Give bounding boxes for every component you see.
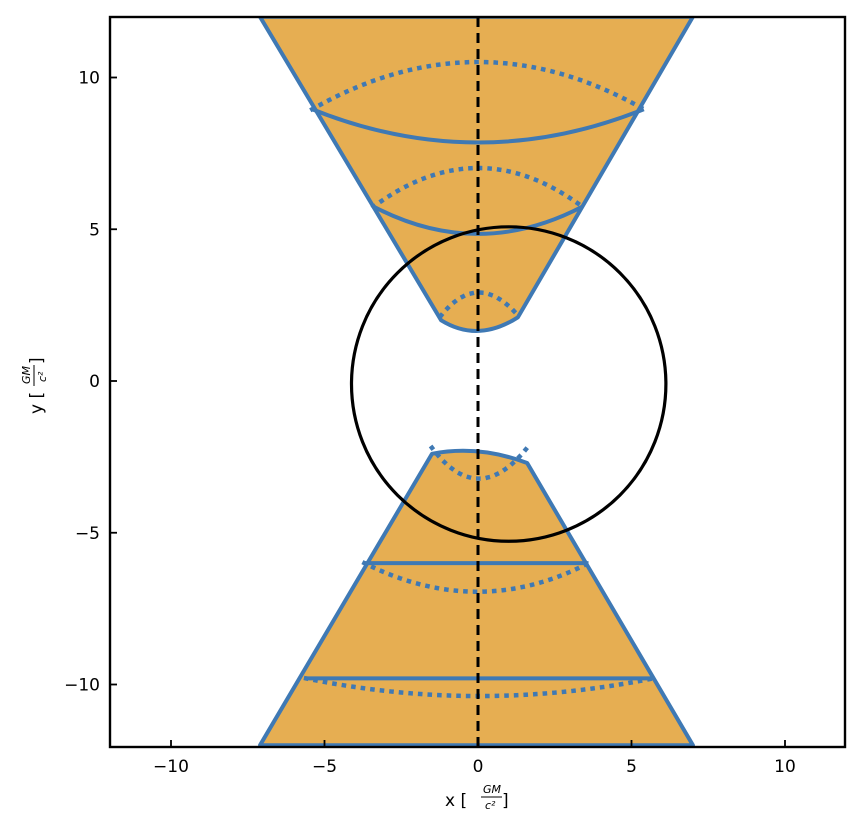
lower-cone-body	[258, 448, 695, 747]
x-label-denominator: c²	[485, 799, 496, 812]
x-tick-label: −5	[312, 757, 337, 777]
y-label-prefix: y [	[27, 392, 47, 414]
x-axis-label: x [ GM c² ]	[445, 783, 509, 812]
y-tick-label: 5	[89, 220, 100, 240]
x-tick-label: 0	[473, 757, 484, 777]
cone-ring-back-dotted	[428, 444, 531, 481]
x-tick-label: 5	[626, 757, 637, 777]
y-tick-label: −10	[64, 676, 100, 696]
y-tick-label: 10	[78, 69, 100, 89]
y-tick-label: −5	[75, 524, 100, 544]
x-axis-ticks: −10 −5 0 5 10	[153, 740, 796, 777]
y-axis-ticks: −10 −5 0 5 10	[64, 69, 117, 696]
x-tick-label: 10	[774, 757, 796, 777]
x-label-suffix: ]	[502, 791, 509, 811]
plot-content	[258, 17, 695, 747]
x-label-numerator: GM	[483, 783, 502, 796]
event-horizon-circle	[349, 225, 668, 543]
upper-cone	[258, 17, 695, 333]
cone-ring-front-solid	[311, 107, 645, 145]
y-label-numerator: GM	[20, 365, 33, 384]
upper-cone-body	[258, 17, 695, 333]
x-label-prefix: x [	[445, 791, 467, 811]
cone-ring-back-dotted	[437, 290, 522, 319]
y-label-suffix: ]	[27, 357, 47, 364]
y-axis-label: y [ GM c² ]	[20, 357, 49, 414]
y-tick-label: 0	[89, 372, 100, 392]
cone-ring-back-dotted	[361, 560, 592, 594]
x-tick-label: −10	[153, 757, 189, 777]
y-label-denominator: c²	[36, 371, 49, 382]
cone-ring-back-dotted	[309, 59, 647, 113]
